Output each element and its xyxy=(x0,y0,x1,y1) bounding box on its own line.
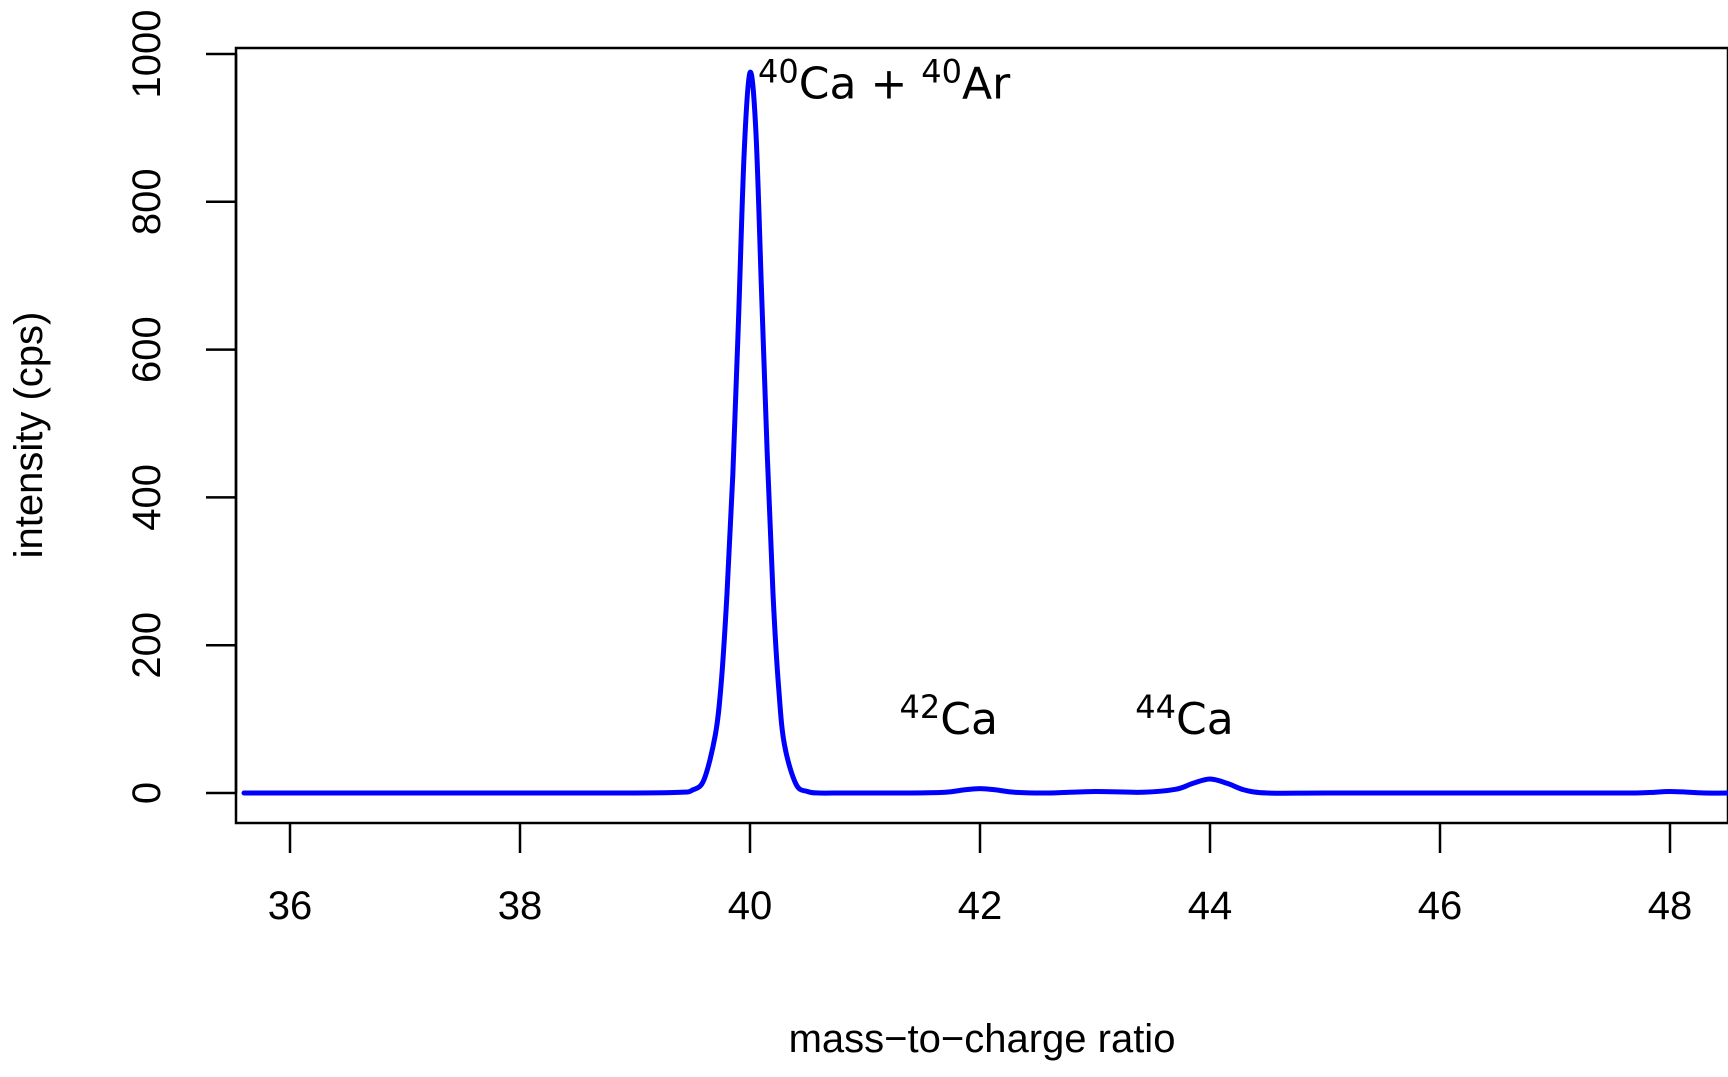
x-axis: 36 38 40 42 44 46 48 xyxy=(268,823,1693,928)
y-tick-label: 800 xyxy=(125,168,169,235)
x-tick-label: 40 xyxy=(728,884,773,928)
x-tick-label: 48 xyxy=(1648,884,1693,928)
annotation-layer: 40Ca + 40Ar 42Ca 44Ca xyxy=(758,52,1234,745)
x-tick-label: 38 xyxy=(498,884,543,928)
x-tick-label: 36 xyxy=(268,884,313,928)
x-tick-label: 46 xyxy=(1418,884,1463,928)
y-axis-label: intensity (cps) xyxy=(7,312,51,559)
y-tick-label: 400 xyxy=(125,464,169,531)
y-axis: 0 200 400 600 800 1000 xyxy=(125,10,238,804)
spectrum-line xyxy=(241,69,1728,796)
peak-annotation: 40Ca + 40Ar xyxy=(758,52,1011,109)
y-tick-label: 200 xyxy=(125,612,169,679)
series-layer xyxy=(241,69,1728,796)
y-tick-label: 0 xyxy=(125,782,169,804)
peak-annotation: 42Ca xyxy=(900,688,998,745)
x-tick-label: 44 xyxy=(1188,884,1233,928)
x-tick-label: 42 xyxy=(958,884,1003,928)
x-axis-label: mass−to−charge ratio xyxy=(789,1017,1176,1061)
y-tick-label: 600 xyxy=(125,316,169,383)
y-tick-label: 1000 xyxy=(125,10,169,99)
peak-annotation: 44Ca xyxy=(1135,688,1233,745)
